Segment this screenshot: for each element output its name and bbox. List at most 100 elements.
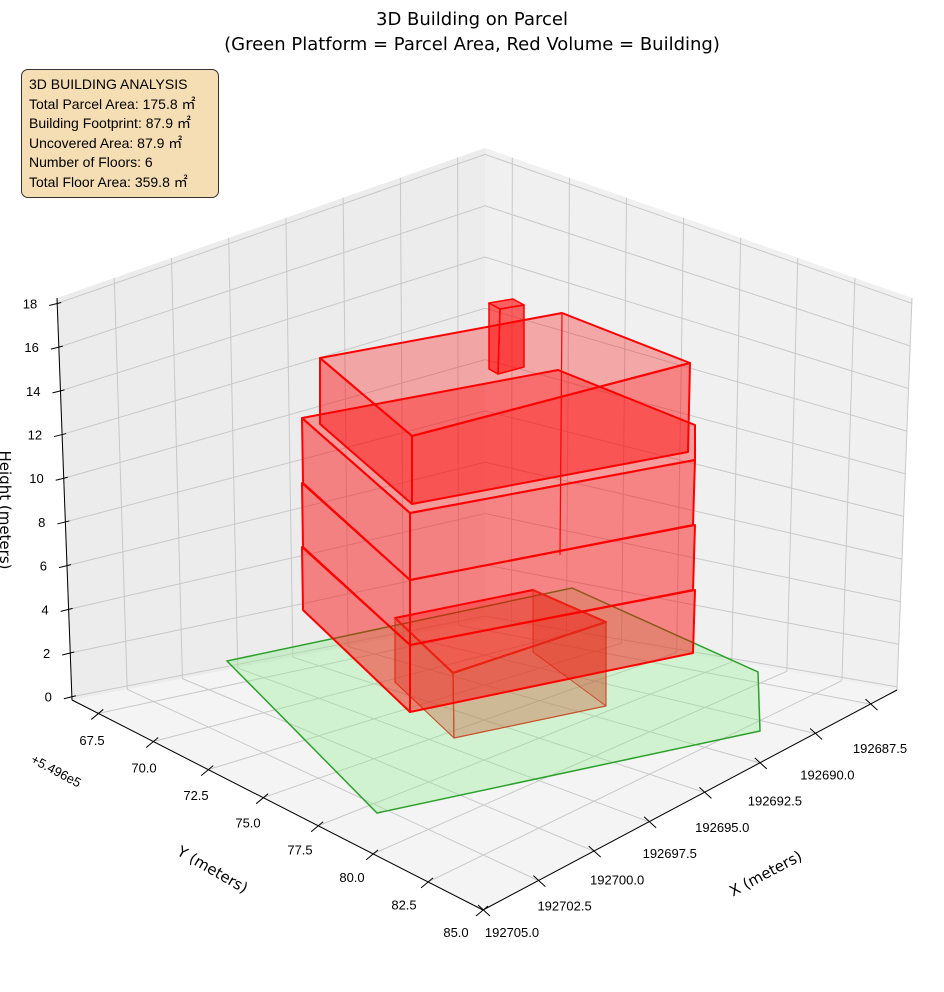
- x-tick-label: 192692.5: [748, 794, 802, 809]
- z-tick: [55, 476, 68, 481]
- x-gridline-floor: [347, 646, 760, 764]
- z-tick: [53, 433, 67, 438]
- z-axis-line: [56, 297, 73, 701]
- y-gridline-floor: [263, 652, 677, 799]
- main-block-top: [301, 369, 696, 514]
- x-tick-label: 192705.0: [485, 925, 539, 940]
- y-tick: [310, 821, 324, 833]
- x-gridline-floor: [127, 688, 539, 882]
- y-gridline-wall: [676, 217, 685, 653]
- x-gridline-floor: [458, 624, 871, 705]
- x-tick: [643, 816, 657, 829]
- y-tick-label: 80.0: [339, 870, 364, 885]
- x-gridline-floor: [292, 656, 705, 793]
- x-gridline-floor: [403, 635, 816, 734]
- y-gridline-floor: [427, 680, 843, 883]
- z-tick-label: 2: [43, 646, 50, 661]
- z-tick: [49, 301, 62, 306]
- z-tick-label: 6: [40, 559, 47, 574]
- floor-pane: [72, 620, 897, 910]
- info-heading: 3D BUILDING ANALYSIS: [29, 76, 188, 92]
- x-tick-label: 192700.0: [590, 872, 644, 887]
- z-gridline: [65, 410, 904, 523]
- y-tick: [255, 793, 269, 805]
- z-tick: [52, 389, 65, 394]
- parcel-platform: [225, 587, 761, 814]
- upper-block-right: [411, 362, 691, 505]
- z-tick: [60, 607, 73, 612]
- y-gridline-wall: [896, 297, 913, 691]
- y-gridline-floor: [317, 661, 732, 827]
- axes-panes: [57, 148, 912, 910]
- x-tick: [699, 786, 712, 799]
- z-tick-label: 18: [23, 296, 37, 311]
- y-gridline-floor: [208, 642, 622, 771]
- axes: 0 2 4 6 8 10 12 14 16 18 67.5 70.0 72.5 75.0 77.5 80.0 8…: [23, 296, 907, 940]
- y-tick: [365, 849, 379, 861]
- x-gridline-wall: [285, 217, 294, 658]
- y-tick: [200, 765, 214, 776]
- ground-floor-right: [452, 621, 607, 739]
- x-tick: [809, 728, 823, 740]
- y-gridline-wall: [731, 237, 742, 662]
- z-tick-label: 14: [26, 384, 40, 399]
- z-gridline: [71, 615, 898, 698]
- x-gridline-wall: [399, 177, 404, 636]
- building-marks: [225, 298, 761, 814]
- y-offset-text: +5.496e5: [29, 751, 84, 790]
- building-back-edge: [559, 312, 563, 556]
- z-tick: [57, 520, 70, 525]
- y-tick: [90, 709, 104, 720]
- x-gridline-wall: [228, 237, 239, 668]
- x-axis-line: [482, 689, 898, 911]
- info-box: 3D BUILDING ANALYSIS Total Parcel Area: …: [21, 69, 219, 198]
- x-tick-label: 192697.5: [643, 846, 697, 861]
- x-gridline-floor: [237, 667, 650, 823]
- x-gridline-wall: [170, 257, 183, 679]
- y-gridline-floor: [372, 670, 788, 855]
- info-line: Total Parcel Area: 175.8 ㎡: [29, 95, 196, 112]
- z-gridline: [58, 205, 911, 348]
- z-tick-label: 12: [28, 428, 42, 443]
- left-wall-pane: [57, 148, 485, 700]
- z-gridline: [61, 307, 908, 436]
- z-gridline: [68, 513, 901, 610]
- x-gridline-wall: [113, 277, 128, 690]
- z-tick-label: 8: [38, 515, 45, 530]
- gridlines: [56, 153, 913, 911]
- y-tick: [145, 737, 159, 748]
- y-tick: [420, 877, 434, 889]
- y-tick-label: 72.5: [183, 788, 208, 803]
- z-tick: [58, 564, 72, 569]
- y-gridline-floor: [153, 633, 567, 743]
- x-tick-label: 192702.5: [537, 899, 591, 914]
- x-gridline-wall: [342, 197, 349, 647]
- y-axis-label: Y (meters): [173, 842, 251, 897]
- y-gridline-wall: [786, 257, 799, 672]
- x-tick: [865, 698, 878, 711]
- x-tick-label: 192687.5: [853, 741, 907, 756]
- z-gridline: [57, 153, 912, 304]
- x-tick-label: 192695.0: [695, 820, 749, 835]
- z-gridline: [60, 256, 909, 392]
- x-tick: [754, 757, 768, 770]
- z-axis-label: Height (meters): [0, 451, 14, 570]
- x-gridline-wall: [457, 157, 460, 626]
- info-line: Total Floor Area: 359.8 ㎡: [29, 173, 188, 190]
- y-tick-label: 77.5: [287, 843, 312, 858]
- y-tick: [475, 905, 489, 917]
- z-gridline: [66, 461, 903, 567]
- info-line: Building Footprint: 87.9 ㎡: [29, 115, 191, 131]
- y-tick-label: 85.0: [443, 925, 468, 940]
- z-tick-label: 4: [41, 602, 48, 617]
- floor-right-face: [409, 589, 696, 713]
- chart-title: 3D Building on Parcel: [376, 9, 568, 30]
- x-axis-label: X (meters): [726, 847, 805, 900]
- y-tick-label: 67.5: [79, 733, 104, 748]
- y-gridline-wall: [621, 197, 628, 644]
- z-tick-label: 0: [45, 690, 52, 705]
- right-wall-pane: [485, 148, 912, 690]
- info-line: Number of Floors: 6: [29, 154, 153, 170]
- y-gridline-wall: [510, 157, 513, 625]
